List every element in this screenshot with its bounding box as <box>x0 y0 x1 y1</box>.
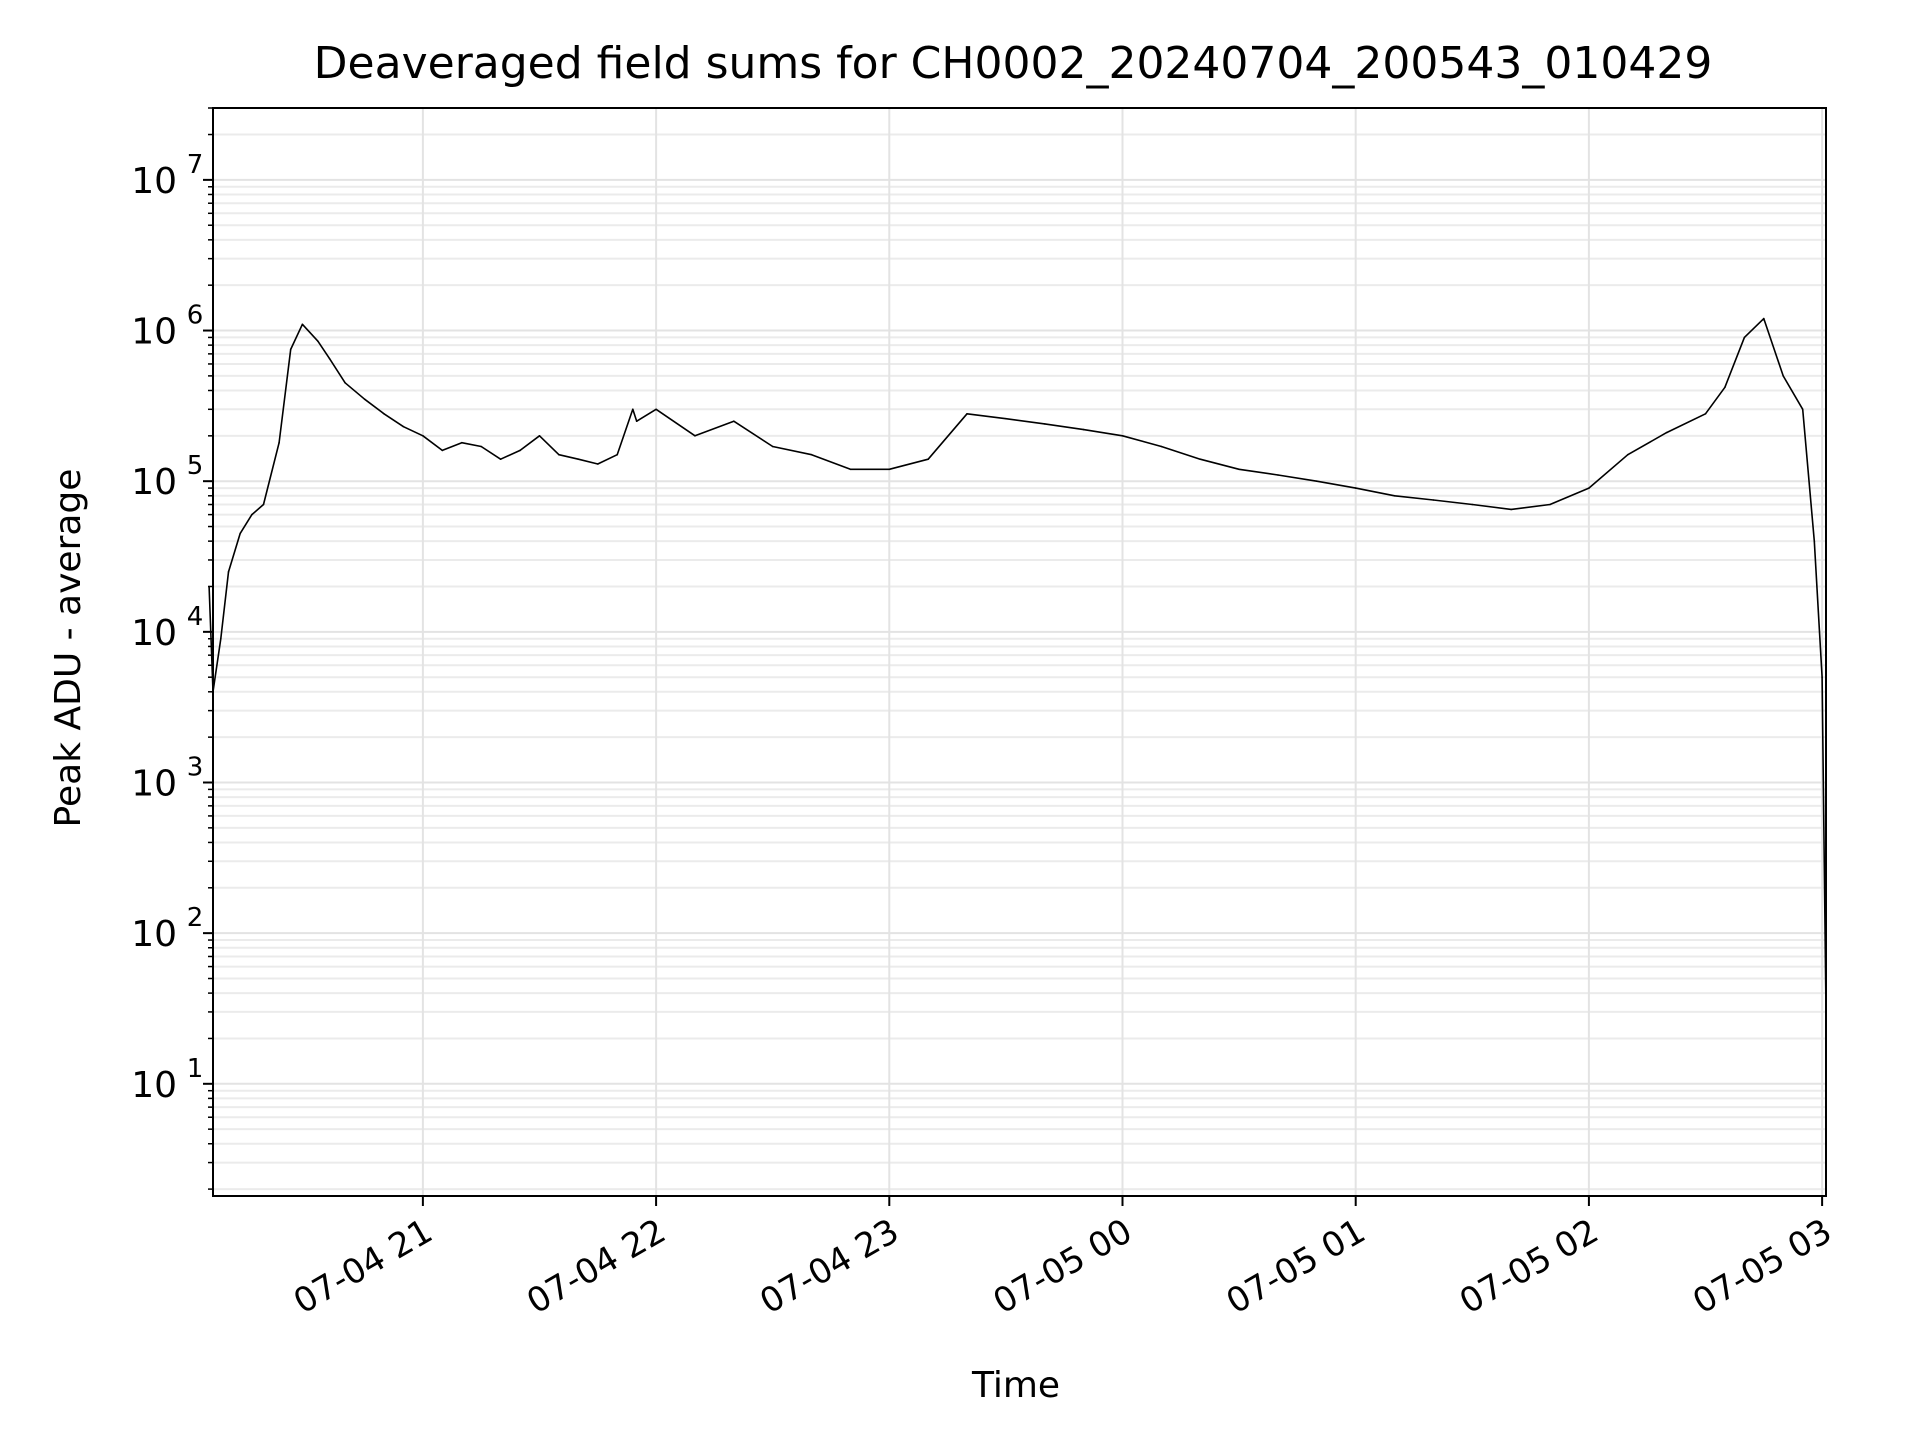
data-point <box>888 468 891 471</box>
data-point <box>1471 503 1474 506</box>
data-point <box>1782 375 1784 377</box>
data-point <box>262 503 265 506</box>
data-point <box>251 513 253 516</box>
y-tick-exponent: 5 <box>187 451 204 481</box>
data-point <box>278 441 280 444</box>
data-point <box>635 420 638 423</box>
data-point <box>422 435 424 437</box>
data-point <box>1724 386 1726 389</box>
y-tick-label: 10 <box>131 1065 177 1106</box>
data-point <box>402 425 405 428</box>
data-point <box>538 435 541 437</box>
y-tick-label: 10 <box>131 763 177 804</box>
data-point <box>694 435 696 437</box>
data-point <box>328 357 331 360</box>
data-point <box>1121 435 1124 437</box>
data-point <box>289 348 292 351</box>
data-point <box>220 637 222 640</box>
y-tick-label: 10 <box>131 613 177 654</box>
data-point <box>597 463 599 465</box>
data-point <box>441 449 444 452</box>
data-point <box>1627 453 1629 456</box>
data-point <box>655 408 657 411</box>
y-tick-label: 10 <box>131 462 177 503</box>
data-point <box>1238 468 1240 471</box>
data-point <box>1160 445 1163 448</box>
data-point <box>810 453 813 456</box>
y-axis-label: Peak ADU - average <box>48 469 89 828</box>
data-point <box>1354 487 1357 489</box>
data-point <box>632 408 634 411</box>
y-tick-exponent: 3 <box>187 752 204 782</box>
series-layer <box>208 317 1827 1013</box>
y-tick-exponent: 4 <box>187 602 204 632</box>
data-point <box>1743 336 1746 339</box>
grid <box>213 107 1826 1196</box>
y-tick-label: 10 <box>131 161 177 202</box>
data-point <box>1801 408 1804 411</box>
data-point <box>1316 480 1318 483</box>
data-point <box>1549 503 1551 506</box>
y-tick-exponent: 7 <box>187 150 204 180</box>
data-point <box>849 468 852 471</box>
data-point <box>733 420 735 423</box>
data-point <box>1393 495 1396 497</box>
data-point <box>966 413 968 415</box>
data-point <box>227 571 230 573</box>
data-point <box>344 382 346 384</box>
data-point <box>1277 474 1279 476</box>
data-point <box>301 323 304 326</box>
data-point <box>1510 508 1512 511</box>
data-point <box>1199 458 1201 461</box>
y-tick-exponent: 1 <box>187 1054 204 1084</box>
data-point <box>1432 499 1435 501</box>
chart-title: Deaveraged field sums for CH0002_2024070… <box>314 38 1713 89</box>
data-point <box>239 532 241 535</box>
data-point <box>519 449 521 452</box>
data-point <box>1005 417 1007 420</box>
data-point <box>558 453 560 456</box>
plot-area-frame <box>212 107 1827 1197</box>
y-tick-label: 10 <box>131 914 177 955</box>
data-point <box>499 458 502 461</box>
data-point <box>927 458 929 461</box>
data-point <box>1821 676 1823 678</box>
data-point <box>616 453 618 456</box>
data-point <box>317 340 319 343</box>
y-tick-label: 10 <box>131 312 177 353</box>
data-point <box>383 413 385 415</box>
data-point <box>1082 428 1085 431</box>
data-point <box>577 458 580 461</box>
y-tick-exponent: 2 <box>187 903 204 933</box>
data-point <box>1704 413 1707 415</box>
data-point <box>1813 540 1816 542</box>
y-tick-exponent: 6 <box>187 301 204 331</box>
data-point <box>363 398 366 401</box>
data-point <box>1044 423 1046 425</box>
data-point <box>1763 317 1765 320</box>
data-point <box>1588 487 1590 489</box>
data-point <box>1665 431 1668 434</box>
data-point <box>480 445 483 448</box>
data-point <box>461 441 463 444</box>
data-point <box>771 445 774 448</box>
x-axis-label: Time <box>971 1365 1060 1406</box>
